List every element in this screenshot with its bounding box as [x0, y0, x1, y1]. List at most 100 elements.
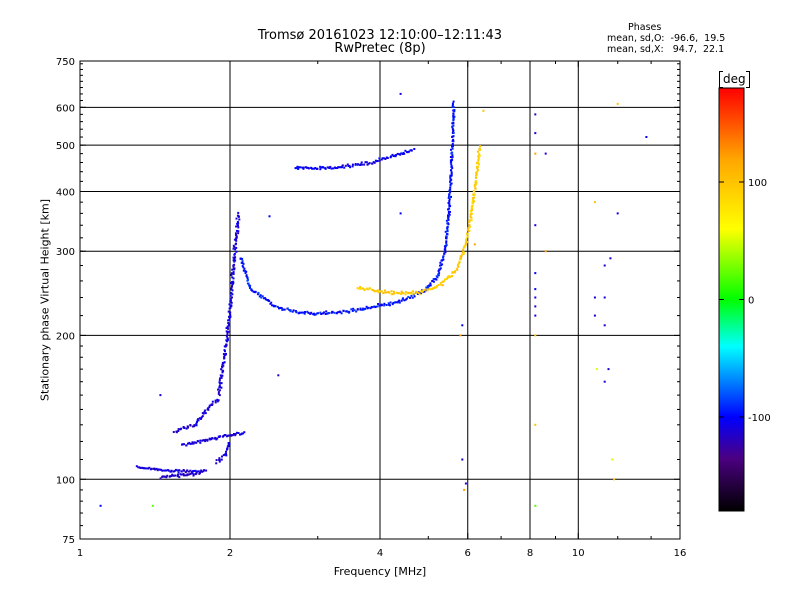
- data-point: [453, 110, 456, 113]
- isolated-point: [593, 296, 596, 299]
- data-point: [241, 265, 244, 267]
- data-point: [381, 157, 384, 160]
- data-point: [299, 311, 302, 314]
- data-point: [225, 452, 227, 455]
- data-point: [320, 166, 323, 169]
- data-point: [359, 163, 362, 166]
- data-point: [471, 209, 473, 212]
- data-point: [239, 257, 242, 260]
- data-point: [362, 307, 365, 310]
- data-point: [220, 376, 223, 379]
- data-point: [232, 268, 235, 270]
- isolated-point: [461, 324, 464, 327]
- data-point: [227, 323, 230, 326]
- data-point: [233, 252, 236, 255]
- data-point: [302, 166, 305, 169]
- data-point: [220, 382, 223, 385]
- y-tick-label: 300: [56, 247, 75, 258]
- data-point: [444, 246, 447, 249]
- data-point: [419, 290, 422, 293]
- data-point: [465, 239, 468, 241]
- data-point: [233, 433, 235, 435]
- data-point: [445, 235, 448, 238]
- data-point: [229, 306, 232, 309]
- data-point: [225, 330, 228, 333]
- data-point: [166, 474, 169, 477]
- data-point: [364, 161, 367, 164]
- data-point: [180, 427, 183, 430]
- data-point: [135, 465, 138, 468]
- data-point: [452, 106, 455, 109]
- data-point: [452, 122, 455, 124]
- isolated-point: [607, 368, 610, 371]
- isolated-point: [603, 296, 606, 299]
- data-point: [366, 288, 369, 291]
- data-point: [167, 469, 170, 472]
- data-point: [159, 477, 162, 480]
- data-point: [441, 284, 444, 287]
- data-point: [417, 292, 420, 294]
- isolated-point: [399, 212, 402, 215]
- data-point: [451, 167, 454, 170]
- data-point: [360, 161, 363, 164]
- data-point: [276, 305, 279, 308]
- data-point: [150, 467, 153, 470]
- data-point: [392, 301, 395, 304]
- data-point: [468, 225, 471, 228]
- data-point: [155, 467, 158, 470]
- data-point: [232, 271, 235, 274]
- data-point: [400, 293, 403, 295]
- data-point: [450, 178, 453, 181]
- data-point: [442, 255, 445, 258]
- data-point: [138, 466, 141, 469]
- isolated-point: [534, 272, 537, 275]
- data-point: [201, 415, 204, 418]
- data-point: [398, 301, 401, 304]
- data-point: [350, 308, 353, 311]
- data-point: [337, 311, 340, 314]
- data-point: [179, 473, 182, 476]
- data-point: [402, 297, 404, 300]
- data-point: [450, 174, 453, 177]
- data-point: [274, 305, 277, 308]
- data-point: [234, 259, 237, 262]
- data-point: [404, 298, 407, 301]
- data-point: [237, 432, 240, 434]
- data-point: [246, 279, 249, 282]
- data-point: [400, 152, 403, 155]
- data-point: [223, 361, 226, 364]
- data-point: [225, 454, 228, 457]
- data-point: [391, 293, 394, 296]
- data-point: [222, 353, 225, 355]
- data-point: [234, 433, 237, 436]
- data-point: [305, 166, 308, 169]
- data-point: [235, 237, 238, 240]
- data-point: [468, 219, 471, 222]
- data-point: [192, 470, 195, 472]
- data-point: [471, 204, 474, 207]
- data-point: [351, 163, 354, 166]
- data-point: [310, 311, 313, 314]
- data-point: [375, 160, 378, 163]
- data-point: [421, 290, 424, 293]
- data-point: [439, 261, 442, 264]
- data-point: [371, 162, 374, 165]
- isolated-point: [268, 215, 271, 218]
- data-point: [272, 305, 275, 308]
- data-point: [237, 211, 240, 214]
- data-point: [264, 297, 267, 300]
- data-point: [243, 431, 246, 434]
- data-point: [435, 278, 438, 281]
- data-point: [450, 182, 453, 185]
- data-point: [235, 217, 238, 220]
- data-point: [232, 265, 235, 268]
- x-tick-label: 16: [674, 548, 687, 559]
- data-point: [437, 284, 440, 286]
- data-point: [242, 262, 245, 265]
- colorbar-tick-label: 0: [748, 296, 754, 307]
- isolated-point: [603, 264, 606, 267]
- isolated-point: [159, 394, 162, 397]
- data-point: [161, 475, 164, 478]
- data-point: [247, 282, 250, 285]
- data-point: [239, 433, 241, 436]
